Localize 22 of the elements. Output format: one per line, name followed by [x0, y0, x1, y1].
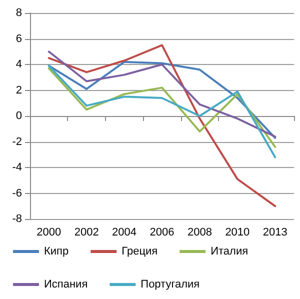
legend-label: Италия [210, 246, 248, 258]
x-tick-label: 2000 [36, 226, 62, 238]
y-tick-label: 2 [16, 84, 22, 96]
y-tick-label: 0 [16, 110, 22, 122]
x-tick-label: 2013 [262, 226, 288, 238]
y-tick-label: 4 [16, 58, 22, 70]
x-tick-label: 2002 [74, 226, 99, 238]
x-tick-label: 2010 [225, 226, 250, 238]
legend-label: Португалия [140, 278, 200, 290]
y-tick-label: 8 [16, 7, 22, 19]
y-tick-label: 6 [16, 32, 22, 45]
x-tick-label: 2008 [187, 226, 212, 238]
legend-label: Кипр [44, 246, 69, 258]
line-series [48, 44, 276, 208]
y-tick-label: -6 [12, 187, 22, 200]
legend-label: Греция [122, 246, 158, 258]
legend-label: Испания [44, 278, 88, 290]
y-tick-label: -2 [12, 136, 22, 148]
y-tick-label: -4 [12, 162, 22, 174]
y-tick-label: -8 [12, 213, 22, 225]
x-tick-label: 2006 [150, 226, 174, 238]
x-tick-label: 2004 [112, 226, 137, 238]
